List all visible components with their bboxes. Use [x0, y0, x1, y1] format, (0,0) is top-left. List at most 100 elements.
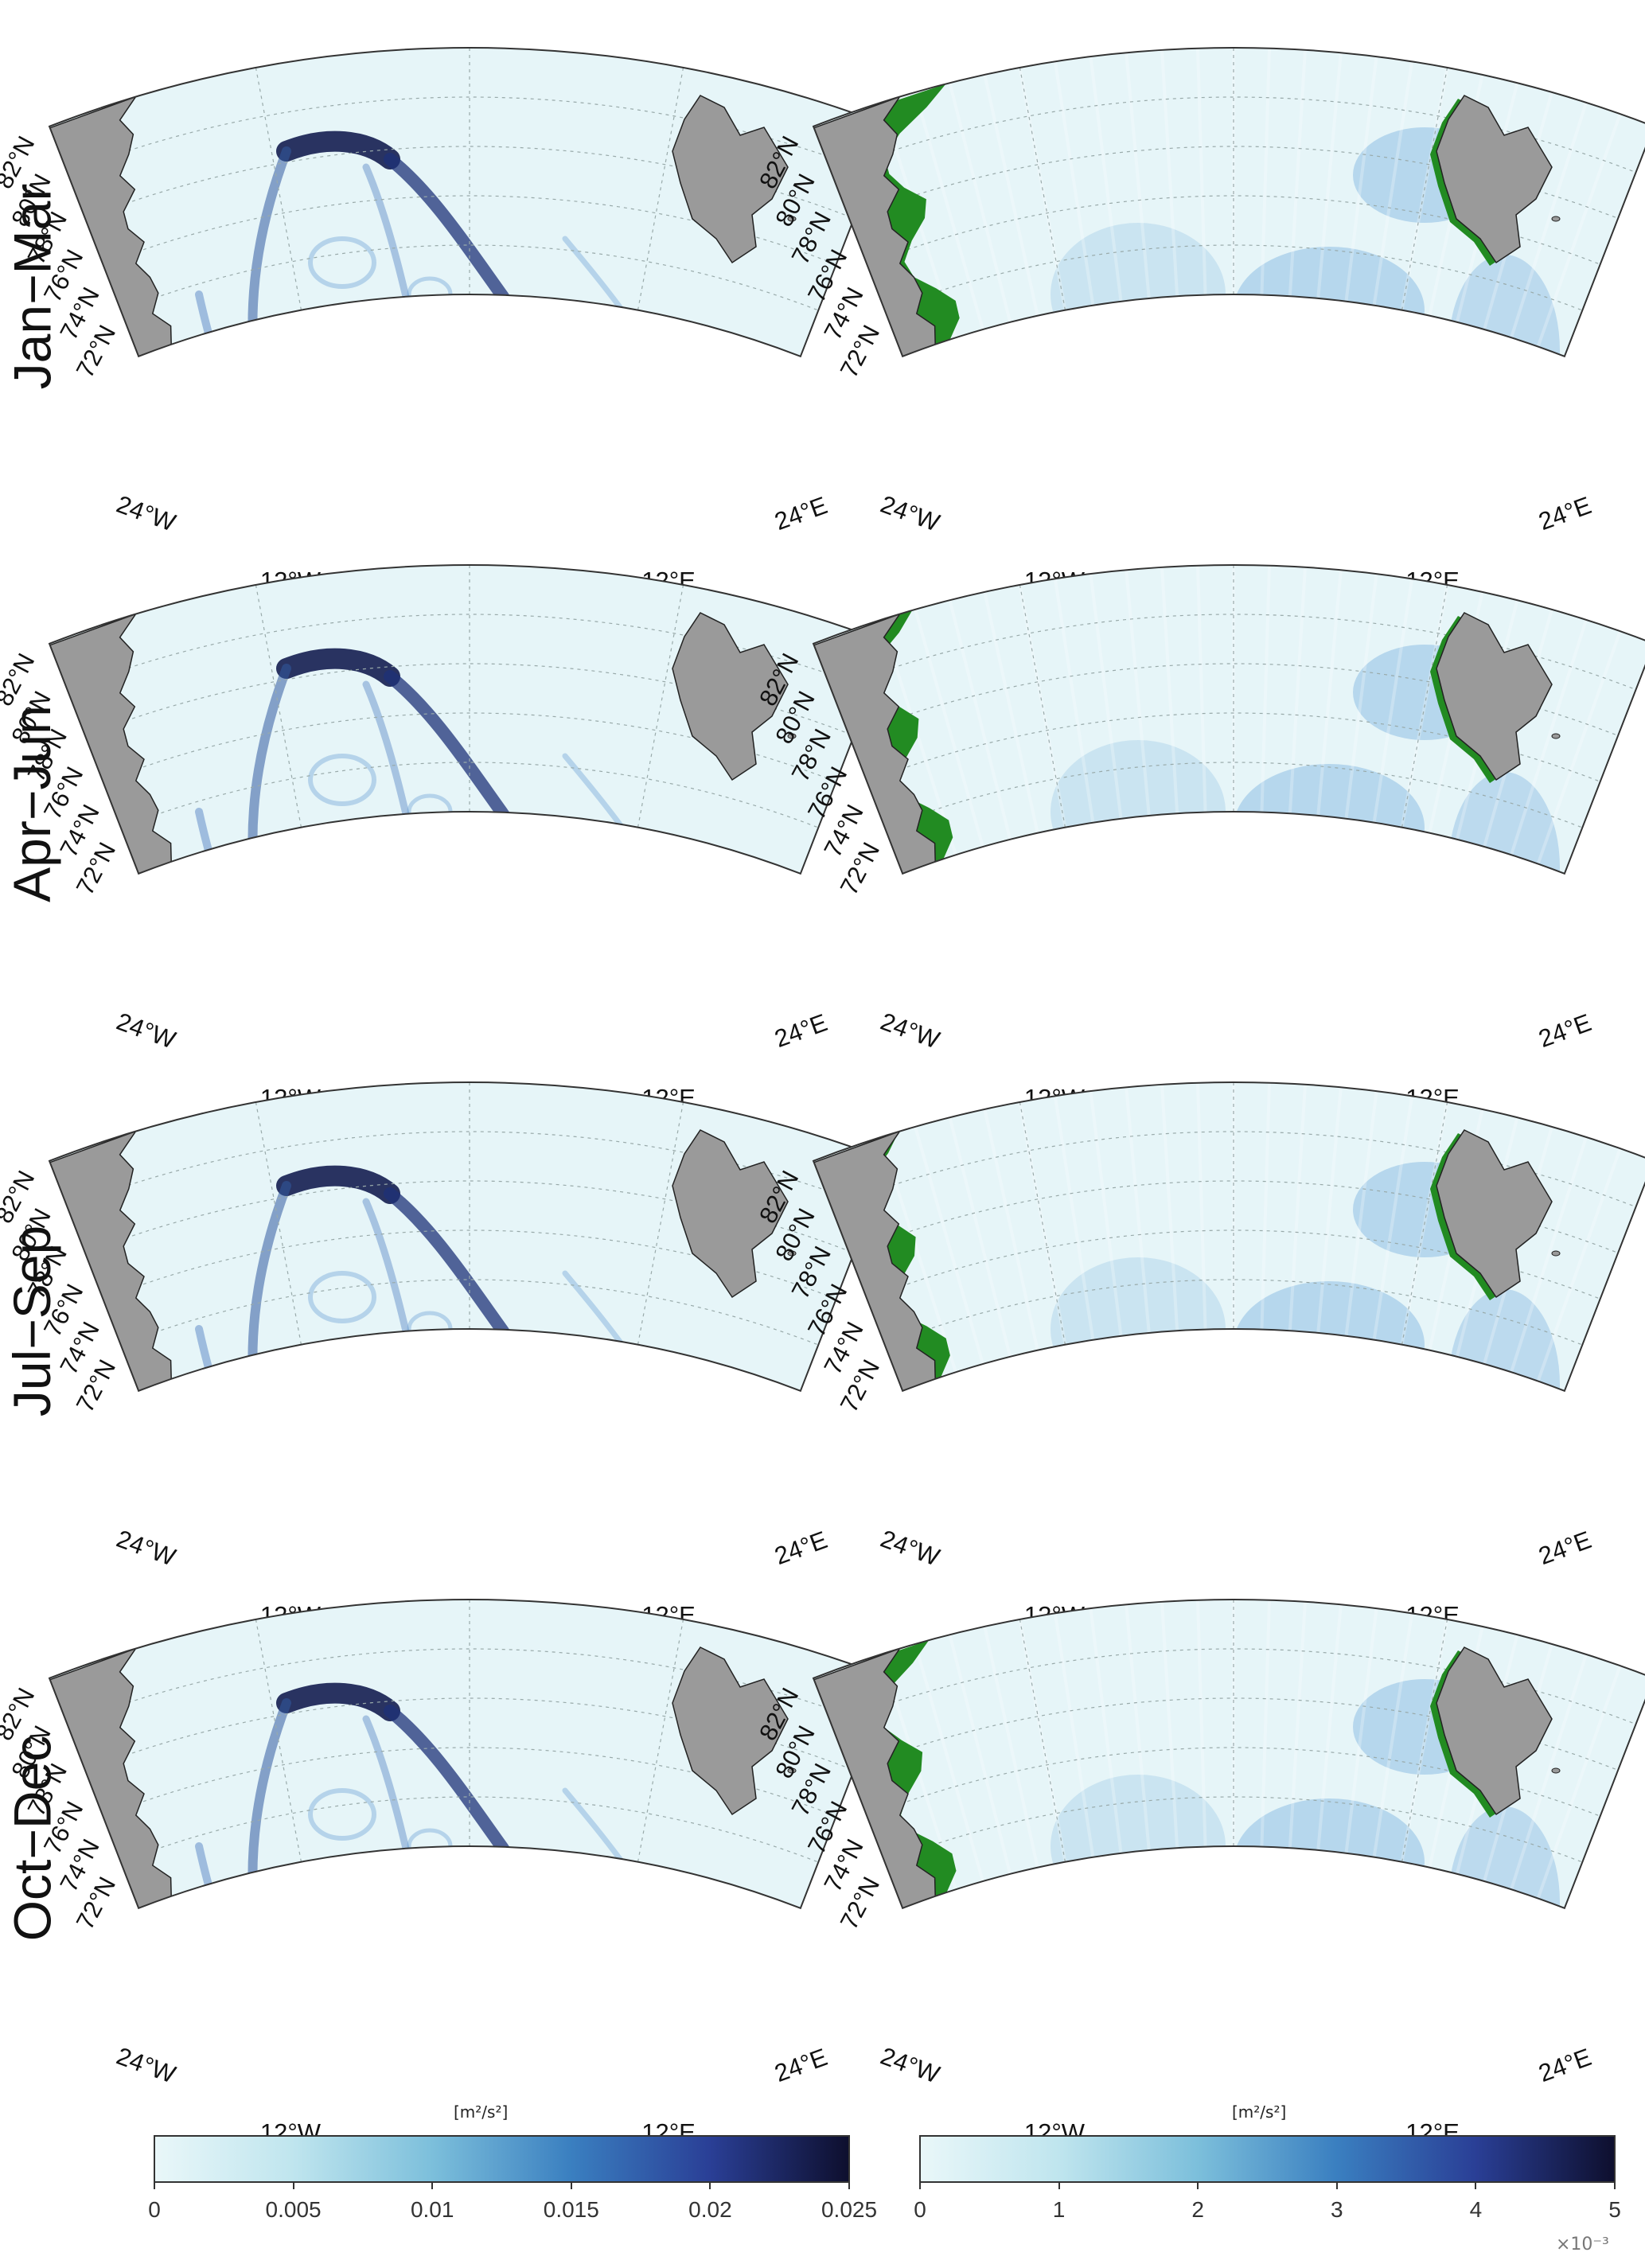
grid-stripe [1536, 113, 1622, 348]
grid-stripe [1372, 1096, 1414, 1340]
map-panel-left-jan-mar: 72°N74°N76°N78°N80°N82°N24°W12°W0°12°E24… [0, 32, 891, 626]
colorbar-tick-mark [431, 2183, 434, 2189]
lon-label: 24°W [113, 2042, 180, 2089]
map-panel-left-oct-dec: 72°N74°N76°N78°N80°N82°N24°W12°W0°12°E24… [0, 1584, 891, 2178]
grid-stripe [1288, 567, 1307, 814]
eddy-ring [308, 1788, 376, 1841]
map-svg: 72°N74°N76°N78°N80°N82°N24°W12°W0°12°E24… [0, 563, 891, 1144]
unit-label-left: [m²/s²] [454, 2102, 509, 2122]
colorbar-tick-mark [570, 2183, 572, 2189]
graticule-lon [637, 67, 684, 310]
graticule-lon [255, 67, 302, 310]
grid-stripe [1125, 570, 1151, 816]
eddy-streak [276, 131, 400, 170]
graticule-lat [867, 1229, 1600, 1300]
grid-stripe [1316, 1604, 1343, 1851]
eddy-streak [362, 1715, 489, 1908]
svalbard-land [1436, 612, 1553, 781]
colorbar-tick-label: 2 [1191, 2197, 1204, 2222]
eddy-streak [248, 1181, 291, 1391]
graticule-lon [1019, 1101, 1066, 1345]
grid-stripe [1536, 1665, 1622, 1900]
graticule-lon [1019, 67, 1066, 310]
grid-stripe [1372, 1613, 1414, 1857]
graticule-lat [120, 1796, 819, 1863]
grid-stripe [1089, 1607, 1123, 1853]
graticule-lat [84, 1697, 855, 1771]
graticule-lat [103, 712, 836, 782]
grid-stripe [983, 591, 1039, 834]
energy-blob [1448, 772, 1560, 874]
eddy-streak [276, 648, 400, 687]
grid-stripe [1053, 579, 1095, 823]
graticule-lon [1401, 1101, 1448, 1345]
graticule-lon [1401, 584, 1448, 828]
svalbard-land [1436, 1129, 1553, 1299]
eddy-ring [308, 754, 376, 806]
graticule-lat [120, 762, 819, 828]
map-svg: 72°N74°N76°N78°N80°N82°N24°W12°W0°12°E24… [754, 563, 1645, 1144]
colorbar-tick-mark [1614, 2183, 1616, 2189]
grid-stripe [1344, 1607, 1378, 1853]
grid-stripe [1344, 1090, 1378, 1336]
svalbard-land [672, 612, 789, 781]
small-island [1551, 1767, 1561, 1774]
colorbar-tick-mark [1475, 2183, 1477, 2189]
colorbar-left [154, 2135, 850, 2183]
map-svg: 72°N74°N76°N78°N80°N82°N24°W12°W0°12°E24… [754, 46, 1645, 626]
grid-stripe [948, 1634, 1012, 1875]
map-border [812, 563, 1645, 875]
lon-label: 24°W [877, 490, 944, 537]
eddy-streak [248, 1698, 291, 1908]
graticule-lat [884, 1279, 1583, 1346]
colorbar-tick-label: 4 [1469, 2197, 1483, 2222]
svalbard-land [1436, 1646, 1553, 1816]
eddy-ring [308, 1271, 376, 1323]
lon-label: 24°E [1535, 491, 1595, 536]
eddy-streak [195, 1842, 267, 1908]
graticule-lat [848, 146, 1619, 219]
lon-label: 24°E [1535, 1008, 1595, 1053]
colorbar-tick-label: 3 [1331, 2197, 1343, 2222]
lon-label: 24°E [771, 1008, 831, 1053]
energy-blob [1249, 991, 1568, 1062]
lon-label: 24°W [877, 1007, 944, 1054]
svalbard-land [672, 1129, 789, 1299]
grid-stripe [1288, 1601, 1307, 1849]
grid-stripe [948, 82, 1012, 323]
energy-blob [1249, 1508, 1568, 1580]
lon-label: 24°E [771, 1526, 831, 1570]
map-svg: 72°N74°N76°N78°N80°N82°N24°W12°W0°12°E24… [0, 1598, 891, 2178]
grid-stripe [1372, 579, 1414, 823]
graticule-lat [848, 1180, 1619, 1253]
grid-stripe [1195, 1600, 1207, 1847]
colorbar-tick-mark [1197, 2183, 1199, 2189]
grid-stripe [948, 599, 1012, 840]
graticule-lat [884, 762, 1583, 828]
graticule-lat [84, 1180, 855, 1253]
eddy-streak [276, 1165, 400, 1204]
graticule-lon [255, 1619, 302, 1862]
small-island [1551, 733, 1561, 739]
grid-stripe [1125, 53, 1151, 299]
graticule-lon [255, 584, 302, 828]
map-border [812, 46, 1645, 358]
lon-label: 24°W [877, 1525, 944, 1572]
graticule-lon [255, 1101, 302, 1345]
map-panel-right-oct-dec: 72°N74°N76°N78°N80°N82°N24°W12°W0°12°E24… [754, 1584, 1645, 2178]
grid-stripe [1288, 1084, 1307, 1331]
grid-stripe [1195, 48, 1207, 295]
svalbard-land [1436, 95, 1553, 264]
lon-label: 24°E [1535, 1526, 1595, 1570]
colorbar-tick-mark [292, 2183, 294, 2189]
graticule-lat [884, 244, 1583, 311]
map-panel-right-jan-mar: 72°N74°N76°N78°N80°N82°N24°W12°W0°12°E24… [754, 32, 1645, 626]
colorbar-tick-label: 0.025 [821, 2197, 878, 2222]
map-panel-left-jul-sep: 72°N74°N76°N78°N80°N82°N24°W12°W0°12°E24… [0, 1066, 891, 1661]
colorbar-tick-mark [1335, 2183, 1338, 2189]
grid-stripe [1160, 567, 1179, 814]
eddy-streak [195, 1325, 267, 1391]
graticule-lat [84, 663, 855, 736]
eddy-streak [362, 1198, 489, 1391]
grid-stripe [1510, 1136, 1588, 1373]
